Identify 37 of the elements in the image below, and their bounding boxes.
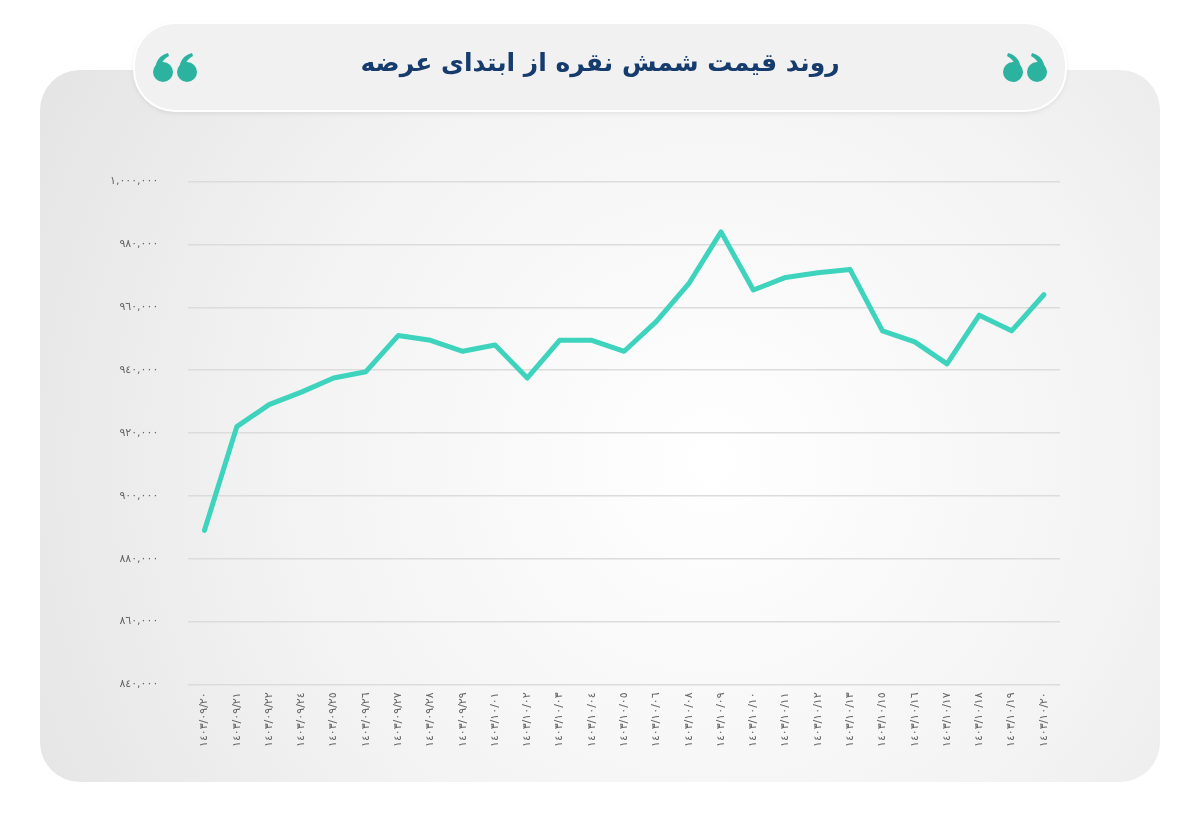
x-tick-label: ١٤٠٣/١٠/٠٤: [584, 692, 598, 748]
y-tick-label: ٩٢٠,٠٠٠: [119, 425, 159, 439]
x-tick-label: ١٤٠٣/٠٩/٢٥: [326, 692, 340, 748]
x-tick-label: ١٤٠٣/٠٩/٢٢: [261, 692, 275, 748]
x-tick-label: ١٤٠٣/١٠/٠٥: [617, 692, 631, 748]
chart-title: روند قیمت شمش نقره از ابتدای عرضه: [359, 48, 841, 77]
y-tick-label: ٨٤٠,٠٠٠: [119, 677, 159, 691]
x-tick-label: ١٤٠٣/١٠/١٠: [746, 692, 760, 748]
x-tick-label: ١٤٠٣/٠٩/٢٤: [294, 692, 308, 748]
y-tick-label: ٩٤٠,٠٠٠: [119, 362, 159, 376]
x-tick-label: ١٤٠٣/٠٩/٢٩: [455, 692, 469, 748]
x-tick-label: ١٤٠٣/١٠/٠٦: [649, 692, 663, 748]
x-tick-label: ١٤٠٣/١٠/٠١: [487, 692, 501, 748]
y-tick-label: ٩٨٠,٠٠٠: [119, 237, 159, 251]
x-tick-label: ١٤٠٣/١٠/١٣: [843, 692, 857, 748]
x-tick-label: ١٤٠٣/٠٩/٢٨: [423, 692, 437, 748]
y-tick-label: ٩٠٠,٠٠٠: [119, 488, 159, 502]
x-tick-label: ١٤٠٣/١٠/١٩: [1004, 692, 1018, 748]
y-tick-label: ١,٠٠٠,٠٠٠: [109, 174, 159, 188]
y-tick-label: ٨٨٠,٠٠٠: [119, 551, 159, 565]
y-tick-label: ٨٦٠,٠٠٠: [119, 614, 159, 628]
x-tick-label: ١٤٠٣/١٠/٢٠: [1036, 692, 1050, 748]
x-tick-label: ١٤٠٣/١٠/١٨: [972, 692, 986, 748]
x-tick-label: ١٤٠٣/١٠/١٢: [810, 692, 824, 748]
x-tick-label: ١٤٠٣/١٠/٠٢: [520, 692, 534, 748]
y-tick-label: ٩٦٠,٠٠٠: [119, 300, 159, 314]
x-tick-label: ١٤٠٣/٠٩/٢٦: [358, 692, 372, 748]
x-tick-label: ١٤٠٣/٠٩/٢١: [229, 692, 243, 748]
x-tick-label: ١٤٠٣/١٠/١٥: [875, 692, 889, 748]
x-tick-label: ١٤٠٣/١٠/١٧: [939, 692, 953, 748]
x-tick-label: ١٤٠٣/١٠/١٦: [907, 692, 921, 748]
x-tick-label: ١٤٠٣/١٠/١١: [778, 692, 792, 748]
x-tick-label: ١٤٠٣/٠٩/٢٧: [391, 692, 405, 748]
x-tick-label: ١٤٠٣/١٠/٠٣: [552, 692, 566, 748]
x-tick-label: ١٤٠٣/١٠/٠٩: [713, 692, 727, 748]
x-tick-label: ١٤٠٣/١٠/٠٨: [681, 692, 695, 748]
x-tick-label: ١٤٠٣/٠٩/٢٠: [197, 692, 211, 748]
